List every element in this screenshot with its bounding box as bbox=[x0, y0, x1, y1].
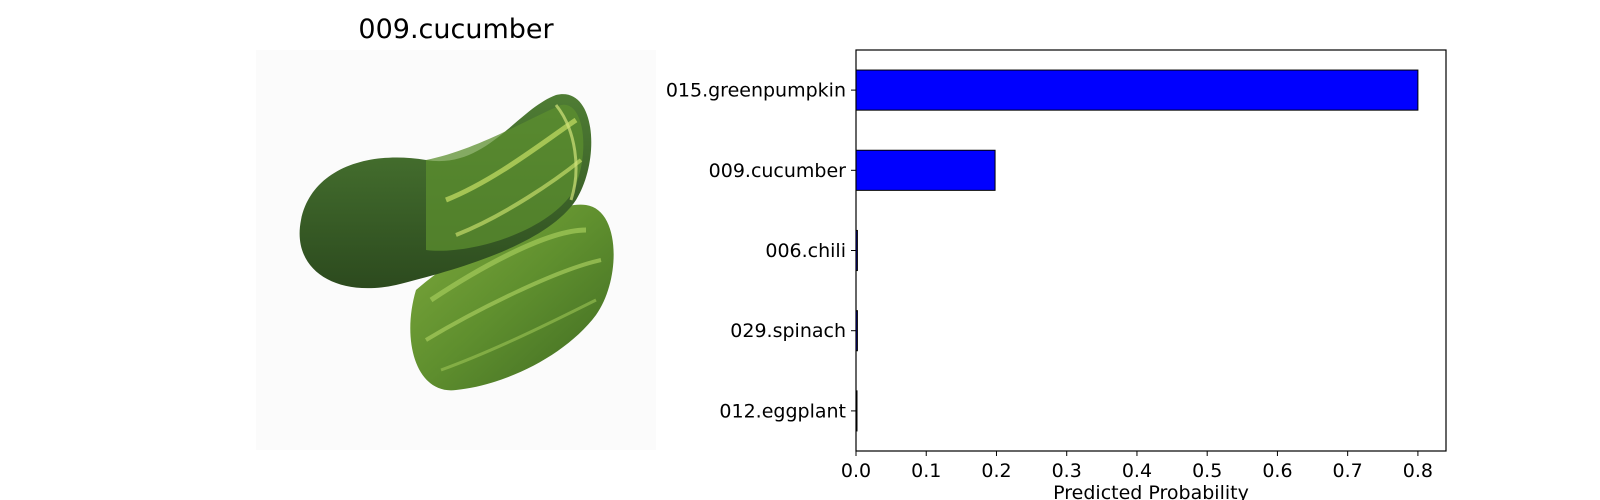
x-tick-label: 0.3 bbox=[1052, 460, 1082, 482]
y-tick-label: 015.greenpumpkin bbox=[666, 80, 846, 102]
y-tick-label: 006.chili bbox=[765, 240, 846, 262]
x-tick-label: 0.8 bbox=[1403, 460, 1433, 482]
x-tick-label: 0.6 bbox=[1262, 460, 1292, 482]
y-tick-label: 009.cucumber bbox=[709, 160, 847, 182]
x-tick-label: 0.4 bbox=[1122, 460, 1152, 482]
x-tick-label: 0.5 bbox=[1192, 460, 1222, 482]
x-axis-label: Predicted Probability bbox=[1053, 482, 1249, 500]
x-tick-label: 0.0 bbox=[841, 460, 871, 482]
x-tick-label: 0.7 bbox=[1333, 460, 1363, 482]
y-tick-label: 029.spinach bbox=[730, 320, 846, 342]
y-tick-label: 012.eggplant bbox=[719, 400, 846, 422]
plot-frame bbox=[855, 49, 1447, 452]
x-tick-label: 0.2 bbox=[981, 460, 1011, 482]
bar-009.cucumber bbox=[855, 149, 996, 191]
bar-015.greenpumpkin bbox=[855, 69, 1419, 111]
cucumber-photo bbox=[256, 50, 656, 450]
x-tick-label: 0.1 bbox=[911, 460, 941, 482]
image-title: 009.cucumber bbox=[358, 14, 554, 45]
